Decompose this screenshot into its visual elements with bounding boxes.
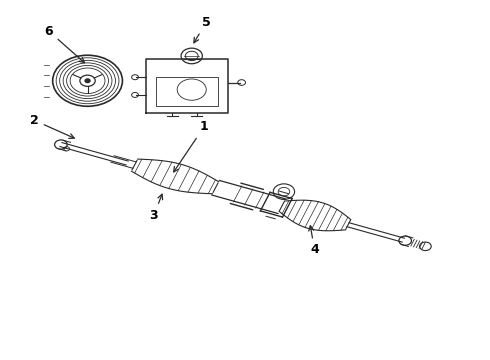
Text: 2: 2 bbox=[30, 114, 74, 138]
Text: 6: 6 bbox=[45, 25, 84, 63]
Text: 1: 1 bbox=[173, 120, 208, 172]
Circle shape bbox=[85, 79, 90, 82]
Text: 5: 5 bbox=[194, 16, 211, 43]
Text: 3: 3 bbox=[149, 194, 163, 222]
Text: 4: 4 bbox=[309, 226, 319, 256]
Bar bbox=[155, 77, 218, 106]
